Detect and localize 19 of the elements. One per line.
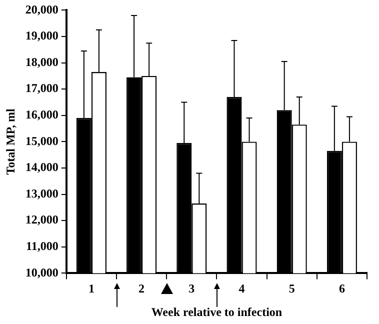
y-axis-title: Total MP, ml — [3, 108, 18, 175]
y-tick-label: 14,000 — [25, 160, 58, 174]
y-tick-label: 11,000 — [26, 238, 58, 253]
x-axis-title: Week relative to infection — [151, 304, 282, 319]
x-tick-label: 6 — [338, 281, 345, 296]
y-tick-label: 15,000 — [25, 134, 58, 148]
x-tick-label: 5 — [288, 281, 295, 296]
x-tick-label: 4 — [238, 281, 245, 296]
x-tick-label: 3 — [188, 281, 195, 296]
x-tick-label: 1 — [88, 281, 94, 296]
y-tick-label: 17,000 — [25, 81, 58, 96]
x-tick-label: 2 — [138, 281, 145, 296]
y-tick-label: 10,000 — [25, 265, 58, 280]
y-tick-label: 12,000 — [25, 212, 58, 227]
y-tick-label: 13,000 — [25, 186, 58, 200]
y-tick-label: 18,000 — [25, 54, 58, 69]
y-tick-label: 16,000 — [25, 107, 58, 122]
y-tick-label: 20,000 — [25, 2, 58, 16]
y-tick-label: 19,000 — [25, 28, 58, 43]
